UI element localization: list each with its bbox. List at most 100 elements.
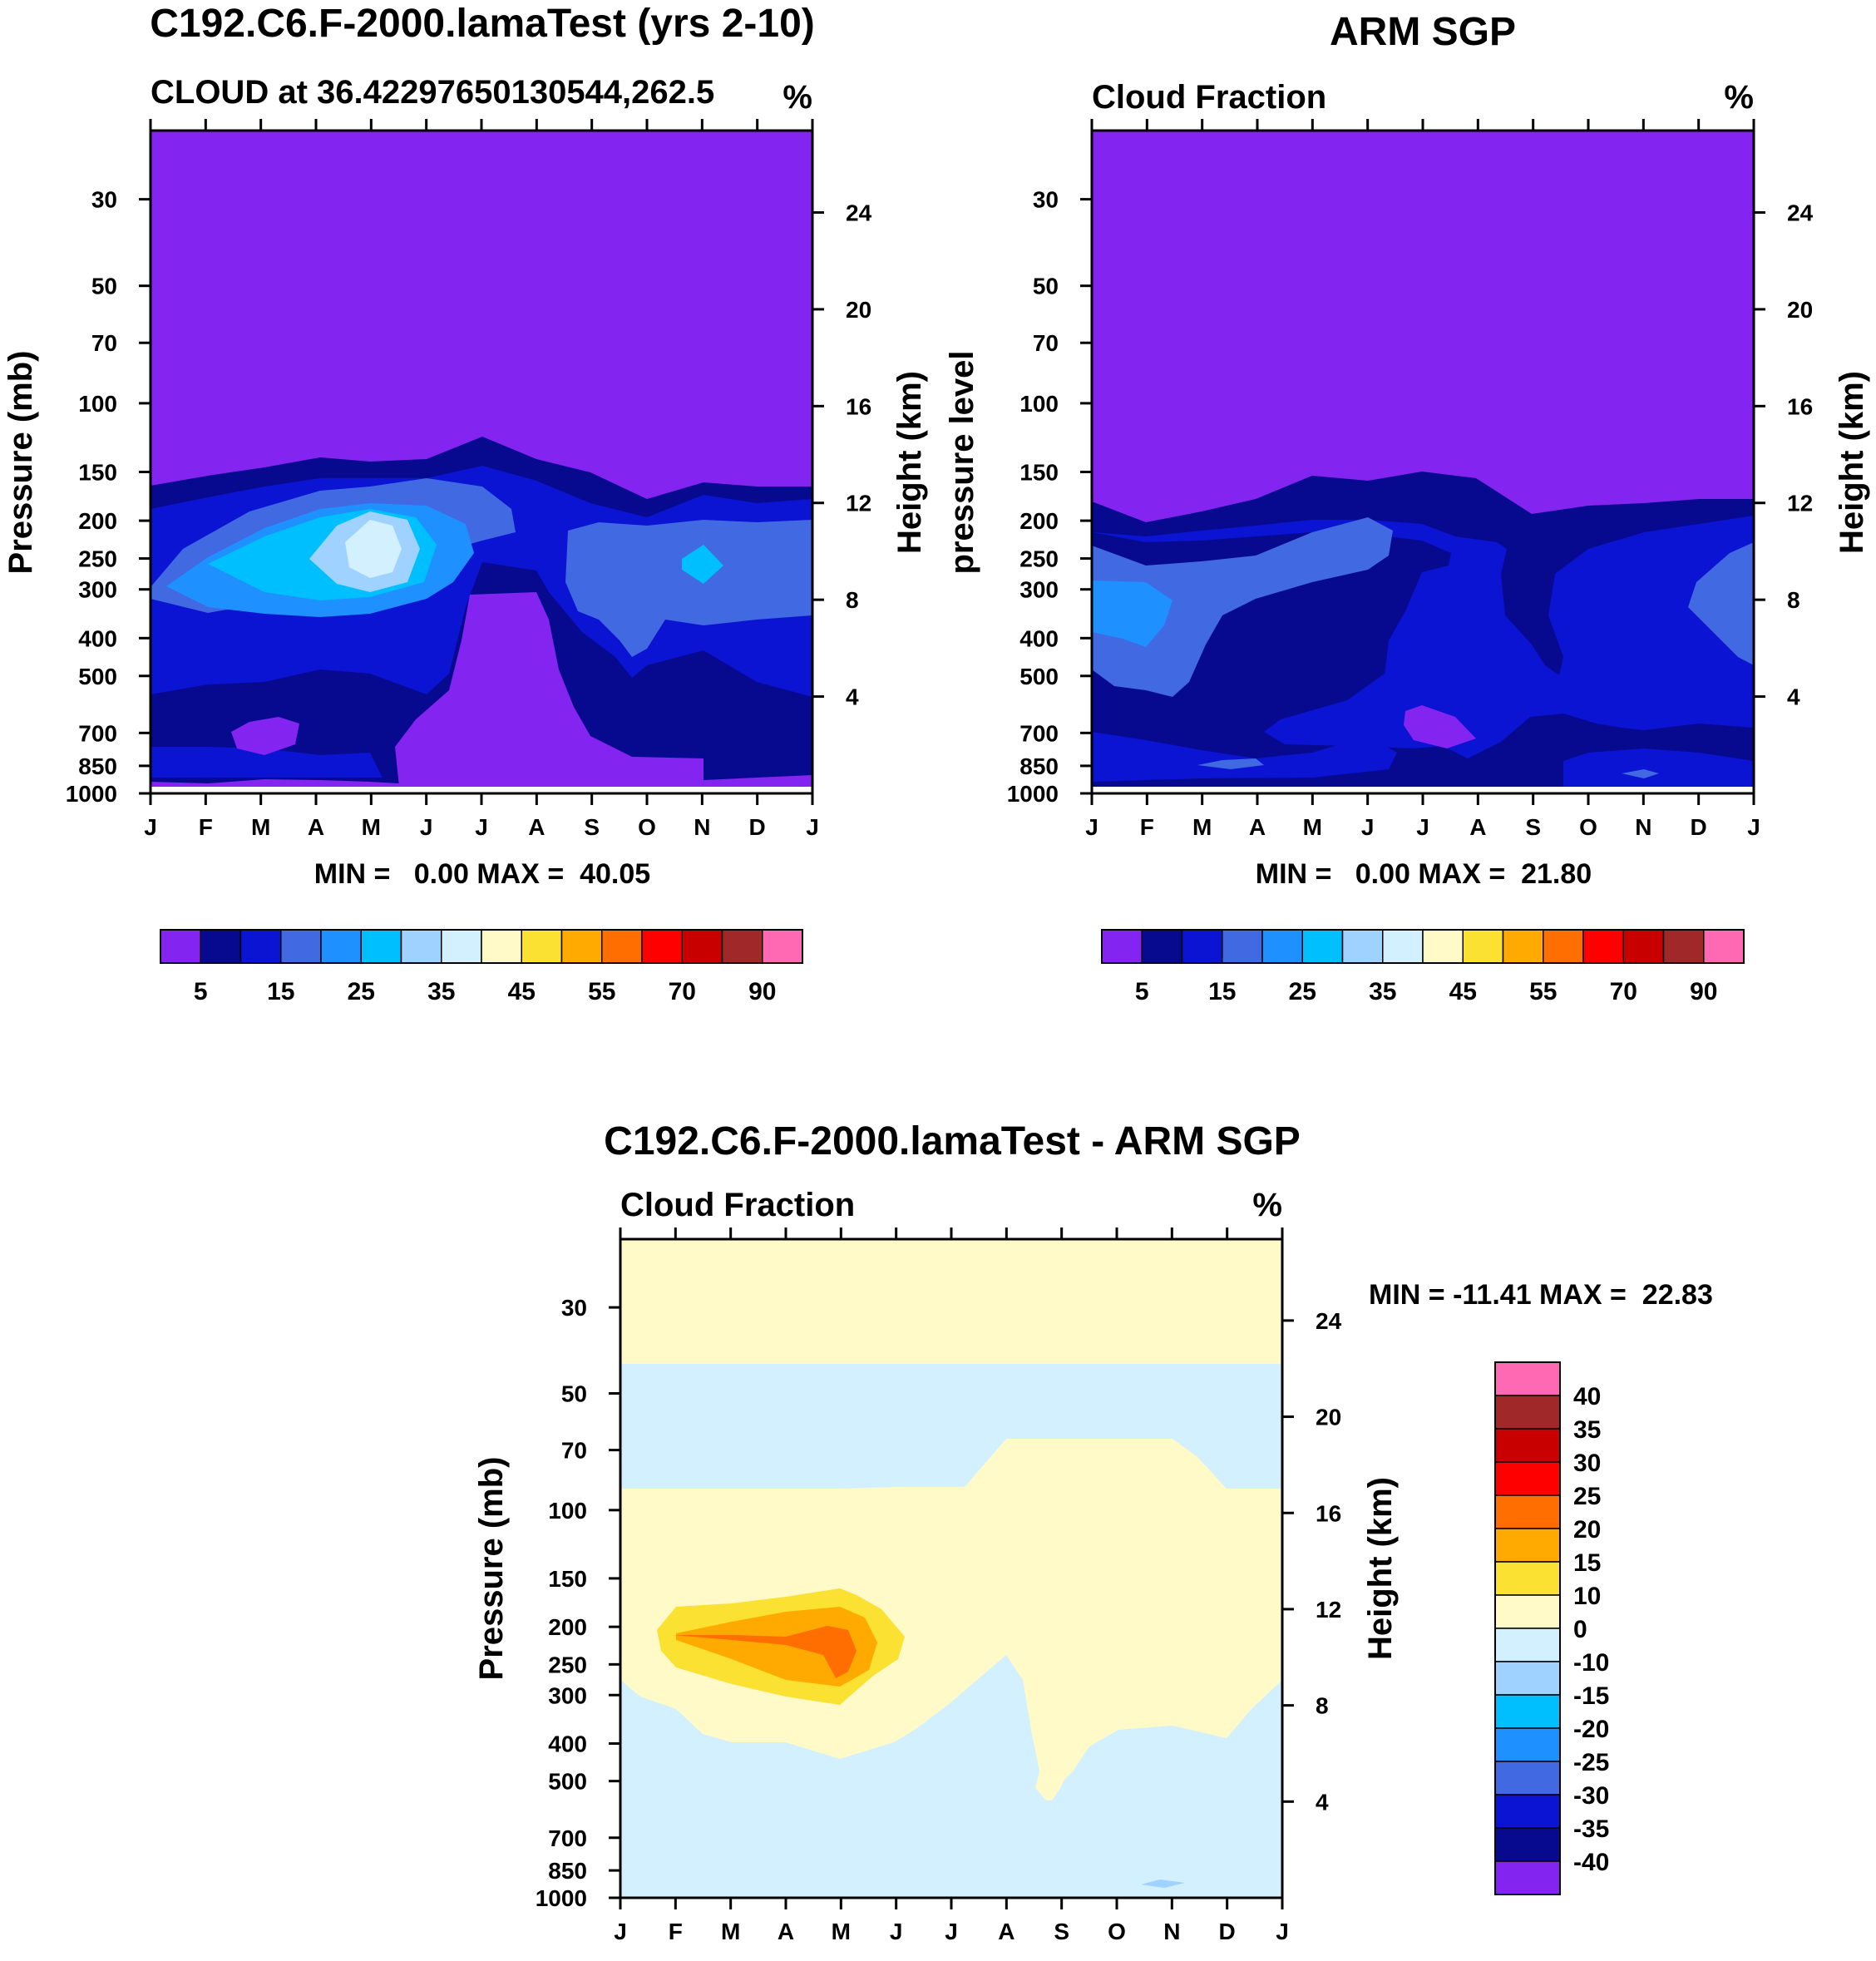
obs-colorbar-swatch [1422,929,1464,964]
obs-xtick-label: N [1635,814,1651,840]
model-fill-10-15-low [151,747,383,778]
obs-colorbar-swatch [1622,929,1665,964]
obs-colorbar-label: 35 [1369,978,1396,1005]
model-ylabel: Pressure (mb) [2,351,39,575]
obs-stats: MIN = 0.00 MAX = 21.80 [1256,858,1592,890]
model-colorbar-label: 25 [348,978,375,1005]
diff-y2tick-label: 16 [1316,1500,1341,1526]
model-xtick-label: O [638,814,656,840]
obs-fill-10-15-low [1092,732,1397,782]
diff-xtick-label: J [890,1919,903,1944]
diff-colorbar-label: 40 [1573,1383,1601,1410]
model-colorbar-swatch [681,929,723,964]
model-ytick-label: 200 [78,508,117,534]
model-title: C192.C6.F-2000.lamaTest (yrs 2-10) [150,2,815,46]
model-ytick-label: 70 [91,330,117,356]
model-xtick-label: J [420,814,433,840]
diff-panel: C192.C6.F-2000.lamaTest - ARM SGP Cloud … [473,1119,1713,1944]
diff-ytick-label: 200 [548,1614,587,1640]
diff-colorbar-label: -10 [1573,1649,1609,1677]
obs-xtick-label: J [1747,814,1760,840]
model-y2tick-label: 16 [846,393,871,419]
diff-ytick-label: 1000 [536,1885,587,1911]
model-y2tick-label: 4 [846,684,859,710]
diff-ytick-label: 70 [561,1438,587,1464]
diff-colorbar-swatch [1494,1661,1561,1696]
obs-colorbar-swatch [1341,929,1384,964]
model-contour-field [151,131,812,787]
diff-subtitle-right: % [1252,1187,1282,1223]
model-colorbar-swatch [400,929,442,964]
diff-y2tick-label: 8 [1316,1693,1329,1719]
model-colorbar-label: 70 [669,978,696,1005]
diff-ytick-label: 250 [548,1652,587,1677]
obs-y2tick-label: 24 [1787,200,1814,225]
obs-y2label: Height (km) [1834,371,1870,554]
model-panel: C192.C6.F-2000.lamaTest (yrs 2-10) CLOUD… [2,2,928,1005]
model-ytick-label: 50 [91,274,117,299]
obs-y2tick-label: 20 [1787,297,1813,323]
diff-ytick-label: 400 [548,1731,587,1756]
obs-colorbar-label: 55 [1529,978,1557,1005]
model-colorbar-label: 45 [508,978,536,1005]
obs-xtick-label: F [1140,814,1154,840]
obs-fill-10-15 [1092,516,1754,758]
obs-colorbar-swatch [1301,929,1344,964]
obs-colorbar-swatch [1261,929,1303,964]
obs-fill-15-20 [1092,517,1393,697]
diff-xtick-label: D [1219,1919,1236,1944]
model-colorbar-swatch [280,929,322,964]
obs-ytick-label: 30 [1033,187,1059,213]
obs-colorbar-swatch [1181,929,1223,964]
obs-colorbar-swatch [1222,929,1263,964]
diff-xtick-label: A [778,1919,794,1944]
obs-fill-15-20-nov-low [1622,769,1659,778]
diff-colorbar-swatch [1494,1594,1561,1629]
obs-ytick-label: 850 [1019,753,1059,779]
diff-colorbar-label: 10 [1573,1583,1601,1610]
model-ytick-label: 500 [78,664,117,689]
model-xtick-label: M [362,814,381,840]
diff-colorbar-label: -25 [1573,1749,1609,1776]
obs-y2tick-label: 12 [1787,491,1813,516]
model-colorbar-swatch [521,929,563,964]
diff-contour-field [620,1239,1282,1898]
model-xtick-label: A [528,814,545,840]
diff-fill-neg10-0-lower [620,1655,1282,1898]
diff-colorbar-swatch [1494,1528,1561,1563]
model-colorbar-label: 5 [194,978,208,1005]
model-colorbar-swatch [762,929,803,964]
obs-fill-15-20-dec [1688,542,1754,665]
model-ytick-label: 250 [78,546,117,572]
diff-ytick-label: 500 [548,1769,587,1795]
model-fill-0-5-lowcore [395,592,704,787]
model-ytick-label: 30 [91,187,117,213]
diff-xtick-label: J [614,1919,627,1944]
diff-colorbar-frame [1494,1361,1561,1895]
diff-ytick-label: 300 [548,1682,587,1708]
obs-colorbar-label: 90 [1690,978,1717,1005]
diff-colorbar-swatch [1494,1494,1561,1529]
obs-ytick-label: 1000 [1007,781,1059,807]
obs-xtick-label: J [1085,814,1098,840]
obs-colorbar-swatch [1101,929,1143,964]
obs-colorbar-label: 70 [1610,978,1637,1005]
diff-fill-neg15-neg10 [1141,1879,1185,1888]
obs-ytick-label: 70 [1033,330,1059,356]
obs-colorbar-swatch [1141,929,1183,964]
obs-colorbar: 5 15 25 35 45 55 70 90 [1101,929,1745,1005]
diff-colorbar-swatch [1494,1727,1561,1762]
obs-ytick-label: 400 [1019,625,1059,651]
diff-xtick-label: J [945,1919,958,1944]
obs-ytick-label: 250 [1019,546,1059,572]
model-xtick-label: D [749,814,766,840]
model-colorbar-swatch [641,929,683,964]
diff-colorbar-label: 0 [1573,1616,1587,1643]
diff-subtitle-left: Cloud Fraction [620,1187,855,1223]
diff-colorbar-label: 35 [1573,1416,1601,1444]
model-ytick-label: 1000 [66,781,117,807]
